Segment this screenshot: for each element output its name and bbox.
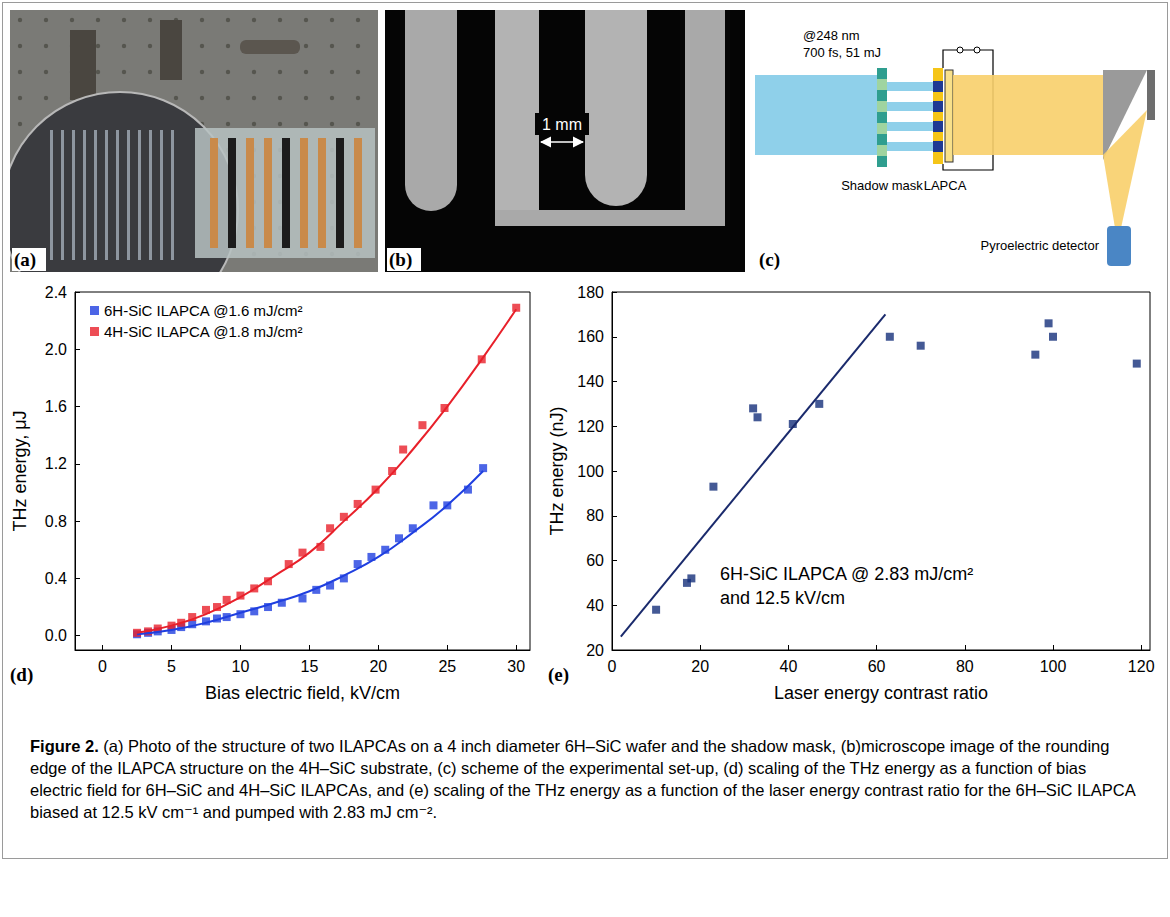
svg-text:10: 10 [232, 658, 250, 675]
svg-text:30: 30 [507, 658, 525, 675]
svg-text:0: 0 [608, 658, 617, 675]
svg-text:@248 nm: @248 nm [803, 28, 860, 43]
svg-text:40: 40 [586, 597, 604, 614]
svg-text:1.2: 1.2 [45, 455, 67, 472]
svg-text:(c): (c) [759, 249, 780, 271]
svg-text:120: 120 [1128, 658, 1155, 675]
svg-text:LAPCA: LAPCA [924, 178, 967, 193]
svg-text:700 fs, 51 mJ: 700 fs, 51 mJ [803, 45, 881, 60]
svg-text:Shadow mask: Shadow mask [841, 178, 923, 193]
svg-text:2.0: 2.0 [45, 341, 67, 358]
svg-text:THz energy, μJ: THz energy, μJ [10, 410, 30, 531]
svg-text:(a): (a) [14, 249, 36, 271]
svg-text:120: 120 [577, 418, 604, 435]
html-text:Figure 2. (a) Photo of the str: Figure 2. (a) Photo of the structure of … [30, 737, 1135, 821]
svg-text:25: 25 [438, 658, 456, 675]
svg-text:160: 160 [577, 328, 604, 345]
svg-text:6H-SiC ILAPCA @1.6 mJ/cm²: 6H-SiC ILAPCA @1.6 mJ/cm² [104, 302, 303, 319]
svg-text:(b): (b) [389, 249, 412, 271]
svg-text:4H-SiC ILAPCA @1.8 mJ/cm²: 4H-SiC ILAPCA @1.8 mJ/cm² [104, 323, 303, 340]
svg-text:1.6: 1.6 [45, 398, 67, 415]
svg-text:Laser energy contrast ratio: Laser energy contrast ratio [774, 683, 988, 703]
svg-text:Bias electric field, kV/cm: Bias electric field, kV/cm [205, 683, 400, 703]
svg-text:5: 5 [167, 658, 176, 675]
html-text:(d): (d) [10, 664, 34, 685]
svg-text:THz energy (nJ): THz energy (nJ) [547, 406, 567, 535]
svg-text:Pyroelectric detector: Pyroelectric detector [981, 238, 1100, 253]
svg-text:180: 180 [577, 284, 604, 301]
svg-text:20: 20 [369, 658, 387, 675]
svg-text:20: 20 [586, 642, 604, 659]
svg-text:60: 60 [586, 552, 604, 569]
svg-text:6H-SiC ILAPCA @ 2.83 mJ/cm²: 6H-SiC ILAPCA @ 2.83 mJ/cm² [720, 564, 973, 584]
svg-text:100: 100 [1040, 658, 1067, 675]
svg-text:140: 140 [577, 373, 604, 390]
svg-text:0.4: 0.4 [45, 570, 67, 587]
svg-text:80: 80 [586, 507, 604, 524]
svg-text:40: 40 [779, 658, 797, 675]
svg-text:2.4: 2.4 [45, 284, 67, 301]
svg-text:80: 80 [956, 658, 974, 675]
svg-text:and 12.5 kV/cm: and 12.5 kV/cm [720, 588, 845, 608]
svg-text:0: 0 [98, 658, 107, 675]
svg-text:60: 60 [868, 658, 886, 675]
svg-text:20: 20 [691, 658, 709, 675]
svg-text:1 mm: 1 mm [542, 116, 582, 133]
svg-text:100: 100 [577, 463, 604, 480]
html-text:(e): (e) [548, 664, 570, 685]
svg-text:0.0: 0.0 [45, 627, 67, 644]
svg-text:0.8: 0.8 [45, 513, 67, 530]
svg-text:15: 15 [300, 658, 318, 675]
